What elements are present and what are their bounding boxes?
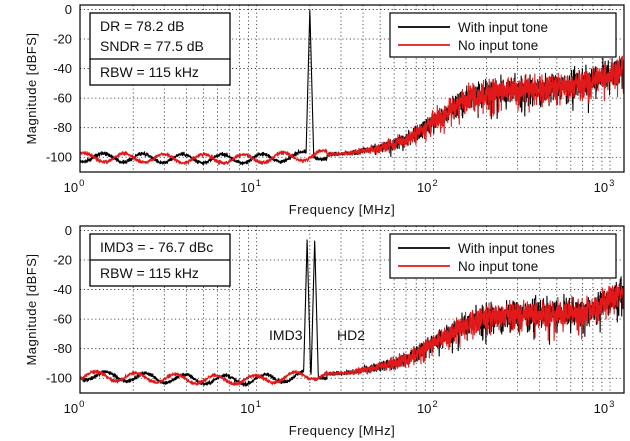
x-tick-label: 103	[594, 399, 615, 416]
legend-label: With input tones	[458, 241, 555, 256]
y-tick-label: -60	[53, 312, 72, 327]
y-axis-label: Magnitude [dBFS]	[24, 253, 39, 365]
chart-panel-2: 0 -20 -40 -60 -80 -100 100 101 102 103 Frequency […	[24, 223, 625, 438]
y-tick-label: -100	[46, 371, 72, 386]
series-line-no-tone	[80, 281, 624, 386]
annotation-text: SNDR = 77.5 dB	[100, 38, 204, 54]
data-label: IMD3	[269, 327, 303, 343]
x-tick-label: 102	[417, 178, 438, 195]
x-axis-label: Frequency [MHz]	[289, 202, 395, 217]
x-axis-label: Frequency [MHz]	[289, 423, 395, 438]
annotation-text: RBW = 115 kHz	[100, 64, 199, 80]
annotation-text: RBW = 115 kHz	[100, 265, 199, 281]
series-line-no-tone	[80, 55, 624, 166]
plot-frame	[79, 225, 625, 394]
chart-panel-1: 0 -20 -40 -60 -80 -100 100 101 102 103 Frequency […	[24, 2, 625, 217]
x-tick-label: 101	[240, 178, 261, 195]
legend-label: No input tone	[458, 38, 538, 53]
legend-box	[389, 233, 617, 279]
y-tick-label: -60	[53, 91, 72, 106]
y-tick-label: -100	[46, 150, 72, 165]
y-tick-label: -80	[53, 120, 72, 135]
y-tick-label: 0	[65, 2, 72, 17]
y-tick-label: -20	[53, 31, 72, 46]
data-label: HD2	[337, 327, 365, 343]
y-tick-label: 0	[65, 223, 72, 238]
legend-label: No input tone	[458, 259, 538, 274]
x-tick-label: 100	[64, 178, 85, 195]
y-tick-label: -80	[53, 341, 72, 356]
traces	[80, 10, 624, 166]
annotation-text: DR = 78.2 dB	[100, 18, 184, 34]
legend-label: With input tone	[458, 20, 548, 35]
y-tick-label: -20	[53, 252, 72, 267]
legend-box	[389, 12, 617, 58]
traces	[80, 239, 624, 387]
y-tick-label: -40	[53, 282, 72, 297]
annotation-box	[89, 12, 231, 86]
annotation-text: IMD3 = - 76.7 dBc	[100, 239, 213, 255]
y-axis-label: Magnitude [dBFS]	[24, 32, 39, 144]
y-tick-label: -40	[53, 61, 72, 76]
x-tick-label: 102	[417, 399, 438, 416]
plot-frame	[79, 4, 625, 173]
x-tick-label: 103	[594, 178, 615, 195]
x-tick-label: 100	[64, 399, 85, 416]
x-tick-label: 101	[240, 399, 261, 416]
